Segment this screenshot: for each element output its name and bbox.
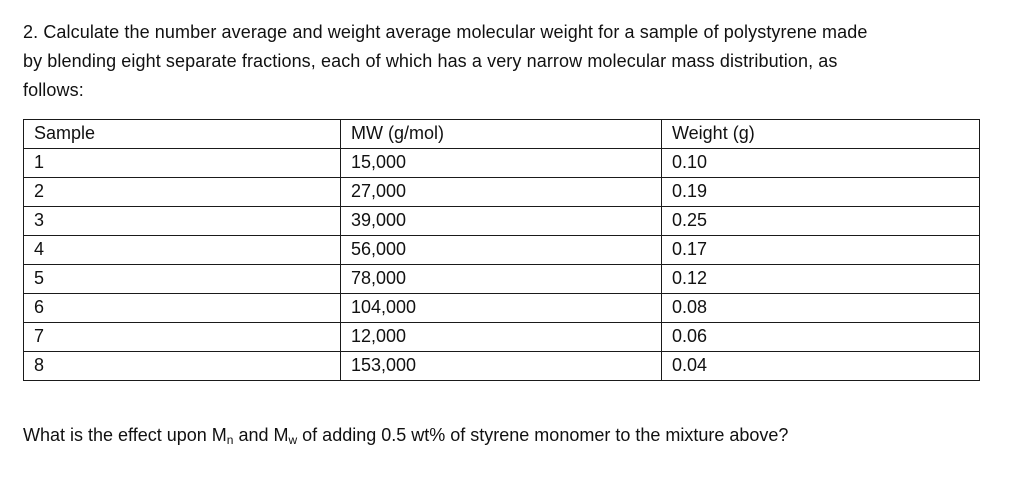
cell-mw: 39,000 — [340, 206, 662, 236]
cell-weight: 0.08 — [661, 293, 980, 323]
cell-mw: 15,000 — [340, 148, 662, 178]
cell-mw: 56,000 — [340, 235, 662, 265]
table-row: 4 56,000 0.17 — [23, 235, 980, 265]
table-header-sample: Sample — [23, 119, 341, 149]
table-row: 2 27,000 0.19 — [23, 177, 980, 207]
cell-mw: 12,000 — [340, 322, 662, 352]
cell-weight: 0.06 — [661, 322, 980, 352]
cell-sample: 5 — [23, 264, 341, 294]
table-header-mw: MW (g/mol) — [340, 119, 662, 149]
problem-statement-line: follows: — [23, 80, 84, 100]
problem-statement-line: 2. Calculate the number average and weig… — [23, 22, 868, 42]
question-text: What is the effect upon Mn and Mw of add… — [23, 425, 788, 446]
document-content: 2. Calculate the number average and weig… — [23, 18, 980, 381]
cell-weight: 0.25 — [661, 206, 980, 236]
cell-sample: 1 — [23, 148, 341, 178]
cell-sample: 2 — [23, 177, 341, 207]
cell-sample: 6 — [23, 293, 341, 323]
cell-sample: 8 — [23, 351, 341, 381]
table-row: 5 78,000 0.12 — [23, 264, 980, 294]
problem-statement-line: by blending eight separate fractions, ea… — [23, 51, 838, 71]
table-header-weight: Weight (g) — [661, 119, 980, 149]
table-row: 3 39,000 0.25 — [23, 206, 980, 236]
molecular-weight-table: Sample MW (g/mol) Weight (g) 1 15,000 0.… — [23, 119, 980, 381]
table-body: 1 15,000 0.10 2 27,000 0.19 3 39,000 0.2… — [23, 148, 980, 381]
cell-mw: 104,000 — [340, 293, 662, 323]
subscript-n: n — [226, 433, 234, 447]
cell-weight: 0.12 — [661, 264, 980, 294]
cell-mw: 78,000 — [340, 264, 662, 294]
cell-sample: 7 — [23, 322, 341, 352]
question-part: What is the effect upon M — [23, 425, 227, 445]
table-row: 7 12,000 0.06 — [23, 322, 980, 352]
cell-sample: 3 — [23, 206, 341, 236]
cell-weight: 0.17 — [661, 235, 980, 265]
cell-mw: 27,000 — [340, 177, 662, 207]
table-row: 6 104,000 0.08 — [23, 293, 980, 323]
table-header-row: Sample MW (g/mol) Weight (g) — [23, 119, 980, 149]
cell-weight: 0.04 — [661, 351, 980, 381]
table-row: 1 15,000 0.10 — [23, 148, 980, 178]
problem-statement: 2. Calculate the number average and weig… — [23, 18, 979, 105]
question-part: of adding 0.5 wt% of styrene monomer to … — [297, 425, 789, 445]
cell-mw: 153,000 — [340, 351, 662, 381]
question-part: and M — [233, 425, 289, 445]
cell-weight: 0.19 — [661, 177, 980, 207]
cell-sample: 4 — [23, 235, 341, 265]
table-row: 8 153,000 0.04 — [23, 351, 980, 381]
subscript-w: w — [288, 433, 298, 447]
cell-weight: 0.10 — [661, 148, 980, 178]
